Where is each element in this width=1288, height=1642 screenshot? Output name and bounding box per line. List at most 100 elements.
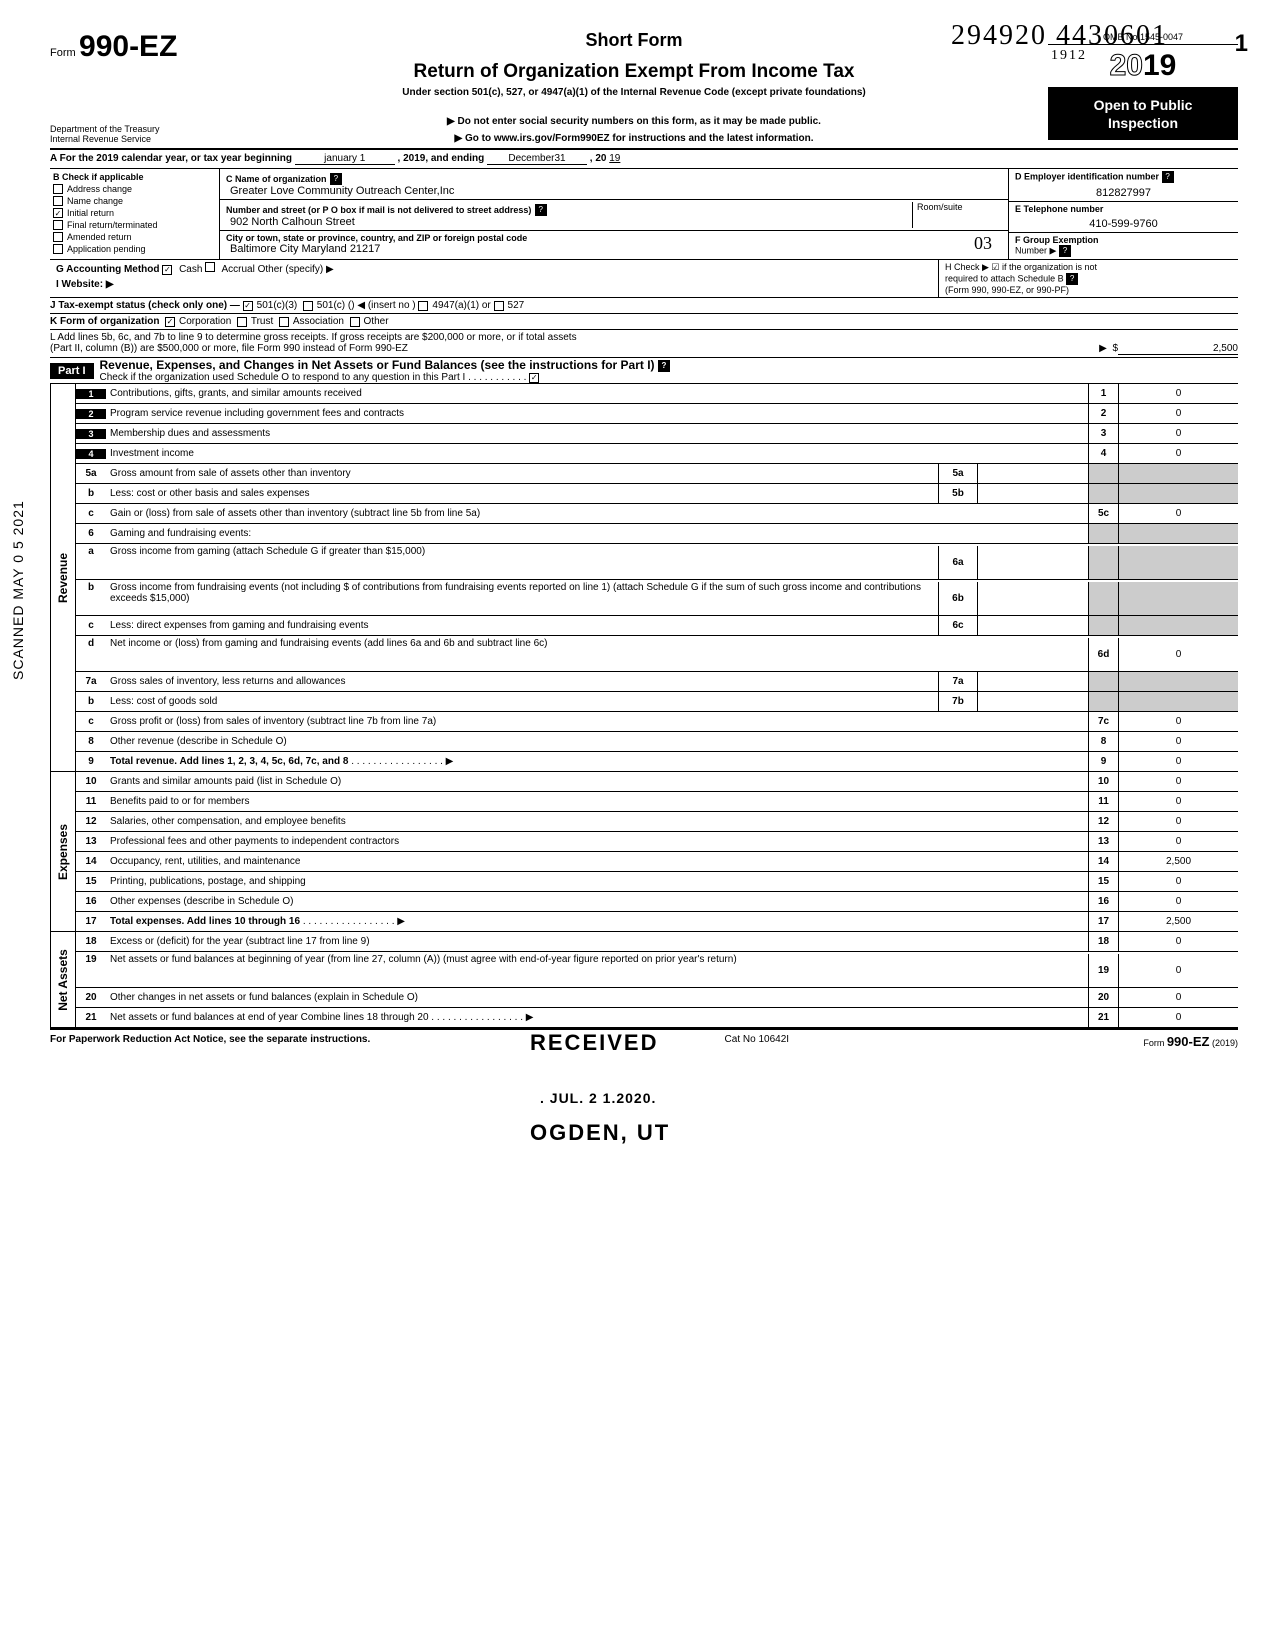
- line-desc: Gaming and fundraising events:: [106, 528, 1088, 539]
- line-row: 6Gaming and fundraising events:: [76, 524, 1238, 544]
- sub-line-value: [978, 692, 1088, 711]
- sub-line-value: [978, 616, 1088, 635]
- other-checkbox[interactable]: [350, 317, 360, 327]
- col-line-value: 0: [1118, 892, 1238, 911]
- colb-item: ✓Initial return: [53, 208, 216, 218]
- col-line-number: 11: [1088, 792, 1118, 811]
- col-line-number: 19: [1088, 954, 1118, 987]
- sub-line-number: 7a: [938, 672, 978, 691]
- 4947-checkbox[interactable]: [418, 301, 428, 311]
- row-g: G Accounting Method ✓ Cash Accrual Other…: [50, 260, 938, 277]
- line-number: 18: [76, 936, 106, 947]
- received-stamp: RECEIVED: [530, 1030, 658, 1056]
- line-number: 6: [76, 528, 106, 539]
- col-line-value: 0: [1118, 752, 1238, 771]
- line-desc: Program service revenue including govern…: [106, 408, 1088, 419]
- line-row: 14Occupancy, rent, utilities, and mainte…: [76, 852, 1238, 872]
- colb-item: Address change: [53, 184, 216, 194]
- line-row: 16Other expenses (describe in Schedule O…: [76, 892, 1238, 912]
- line-row: 3Membership dues and assessments30: [76, 424, 1238, 444]
- col-line-value: 0: [1118, 712, 1238, 731]
- gross-receipts-value: 2,500: [1118, 343, 1238, 355]
- corp-checkbox[interactable]: ✓: [165, 317, 175, 327]
- col-line-number: 10: [1088, 772, 1118, 791]
- line-desc: Gross amount from sale of assets other t…: [106, 468, 938, 479]
- schedule-o-checkbox[interactable]: ✓: [529, 373, 539, 383]
- trust-checkbox[interactable]: [237, 317, 247, 327]
- line-row: cGross profit or (loss) from sales of in…: [76, 712, 1238, 732]
- col-line-value: 0: [1118, 812, 1238, 831]
- 501c3-checkbox[interactable]: ✓: [243, 301, 253, 311]
- colb-checkbox[interactable]: [53, 244, 63, 254]
- line-number: c: [76, 508, 106, 519]
- info-icon: ?: [1066, 273, 1078, 285]
- col-line-number: 9: [1088, 752, 1118, 771]
- street-value: 902 North Calhoun Street: [226, 216, 912, 228]
- line-row: 19Net assets or fund balances at beginni…: [76, 952, 1238, 988]
- colb-checkbox[interactable]: ✓: [53, 208, 63, 218]
- line-desc: Less: direct expenses from gaming and fu…: [106, 620, 938, 631]
- line-number: a: [76, 546, 106, 557]
- sub-line-value: [978, 464, 1088, 483]
- tax-year-end-yr: 19: [609, 153, 620, 164]
- line-row: cLess: direct expenses from gaming and f…: [76, 616, 1238, 636]
- sub-line-number: 6b: [938, 582, 978, 615]
- col-line-number: 21: [1088, 1008, 1118, 1027]
- col-line-value: 0: [1118, 872, 1238, 891]
- phone-value: 410-599-9760: [1015, 214, 1232, 230]
- col-line-value: 0: [1118, 772, 1238, 791]
- col-line-value: 0: [1118, 832, 1238, 851]
- line-number: 15: [76, 876, 106, 887]
- accrual-checkbox[interactable]: [205, 262, 215, 272]
- line-row: 2Program service revenue including gover…: [76, 404, 1238, 424]
- col-line-number: 16: [1088, 892, 1118, 911]
- colb-item: Application pending: [53, 244, 216, 254]
- line-row: cGain or (loss) from sale of assets othe…: [76, 504, 1238, 524]
- col-line-number: 6d: [1088, 638, 1118, 671]
- 527-checkbox[interactable]: [494, 301, 504, 311]
- line-row: dNet income or (loss) from gaming and fu…: [76, 636, 1238, 672]
- colb-checkbox[interactable]: [53, 184, 63, 194]
- line-number: 14: [76, 856, 106, 867]
- line-number: c: [76, 716, 106, 727]
- line-desc: Membership dues and assessments: [106, 428, 1088, 439]
- ein-value: 812827997: [1015, 183, 1232, 199]
- line-desc: Total revenue. Add lines 1, 2, 3, 4, 5c,…: [106, 756, 1088, 767]
- scanned-stamp: SCANNED MAY 0 5 2021: [10, 500, 26, 680]
- line-row: 15Printing, publications, postage, and s…: [76, 872, 1238, 892]
- line-number: 8: [76, 736, 106, 747]
- line-number: 3: [76, 429, 106, 439]
- colb-checkbox[interactable]: [53, 232, 63, 242]
- netassets-side-label: Net Assets: [50, 932, 76, 1028]
- line-number: d: [76, 638, 106, 649]
- assoc-checkbox[interactable]: [279, 317, 289, 327]
- colb-checkbox[interactable]: [53, 196, 63, 206]
- line-number: 10: [76, 776, 106, 787]
- goto-notice: ▶ Go to www.irs.gov/Form990EZ for instru…: [230, 133, 1038, 144]
- col-line-number: 12: [1088, 812, 1118, 831]
- line-row: 17Total expenses. Add lines 10 through 1…: [76, 912, 1238, 932]
- line-desc: Net assets or fund balances at beginning…: [106, 954, 1088, 965]
- cash-checkbox[interactable]: ✓: [162, 265, 172, 275]
- 501c-checkbox[interactable]: [303, 301, 313, 311]
- f-label: F Group Exemption: [1015, 235, 1232, 245]
- city-label: City or town, state or province, country…: [226, 233, 974, 243]
- line-row: 18Excess or (deficit) for the year (subt…: [76, 932, 1238, 952]
- info-icon: ?: [1162, 171, 1174, 183]
- line-desc: Gross sales of inventory, less returns a…: [106, 676, 938, 687]
- tax-year-end-month: December31: [487, 153, 587, 165]
- line-desc: Less: cost or other basis and sales expe…: [106, 488, 938, 499]
- tax-year-begin: january 1: [295, 153, 395, 165]
- line-desc: Net assets or fund balances at end of ye…: [106, 1012, 1088, 1023]
- page-number: 1: [1235, 30, 1248, 58]
- col-line-number: 14: [1088, 852, 1118, 871]
- f-label2: Number ▶ ?: [1015, 245, 1232, 257]
- revenue-side-label: Revenue: [50, 384, 76, 772]
- col-line-value: 0: [1118, 792, 1238, 811]
- sub-line-value: [978, 546, 1088, 579]
- colb-checkbox[interactable]: [53, 220, 63, 230]
- colb-item: Final return/terminated: [53, 220, 216, 230]
- row-h3: (Form 990, 990-EZ, or 990-PF): [945, 285, 1232, 295]
- line-row: 12Salaries, other compensation, and empl…: [76, 812, 1238, 832]
- line-number: 7a: [76, 676, 106, 687]
